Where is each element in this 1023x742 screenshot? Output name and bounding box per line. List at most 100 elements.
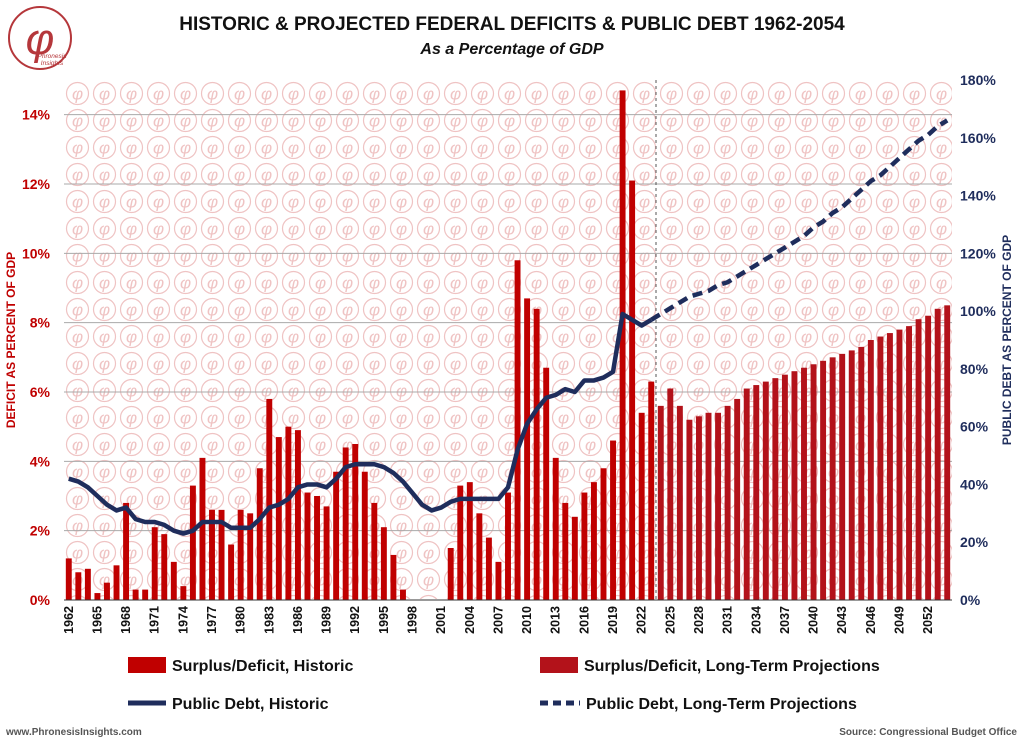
deficit-bar [562,502,569,600]
left-tick-label: 10% [22,245,51,261]
x-tick-label: 1968 [119,606,133,634]
x-tick-label: 1998 [406,606,420,634]
deficit-bar [781,374,788,600]
deficit-bar [552,457,559,600]
x-tick-label: 2040 [807,606,821,634]
deficit-bar [228,544,235,600]
x-tick-label: 2052 [921,606,935,634]
x-tick-label: 2043 [835,606,849,634]
deficit-bar [65,558,72,600]
left-tick-label: 0% [30,592,51,608]
x-tick-label: 1962 [62,606,76,634]
right-tick-label: 60% [960,419,989,435]
deficit-bars [65,90,951,601]
deficit-bar [858,346,865,600]
deficit-bar [944,305,951,600]
deficit-bar [275,437,282,600]
right-tick-label: 0% [960,592,981,608]
deficit-bar [524,298,531,600]
left-tick-label: 4% [30,453,51,469]
phronesis-logo: φ Phronesis Insights [8,6,72,70]
legend-swatch-historic-bars [128,657,166,673]
deficit-bar [724,405,731,600]
x-tick-label: 2028 [692,606,706,634]
deficit-bar [237,509,244,600]
deficit-bar [667,388,674,600]
deficit-bar [266,398,273,600]
legend: Surplus/Deficit, Historic Surplus/Defici… [128,657,880,713]
x-tick-label: 2010 [520,606,534,634]
deficit-bar [705,412,712,600]
deficit-bar [610,440,616,600]
deficit-bar [189,485,196,600]
deficit-bar [132,589,139,600]
x-tick-label: 1992 [348,606,362,634]
left-tick-label: 14% [22,107,51,123]
deficit-bar [84,568,91,600]
left-tick-label: 8% [30,315,51,331]
deficit-bar [256,468,263,600]
deficit-bar [314,496,320,600]
x-tick-label: 1971 [148,606,162,634]
deficit-bar [285,426,292,600]
legend-label-historic-bars: Surplus/Deficit, Historic [172,658,353,675]
right-tick-label: 140% [960,188,996,204]
right-axis-label: PUBLIC DEBT AS PERCENT OF GDP [1000,235,1014,445]
logo-name-line2: Insights [41,60,64,67]
right-tick-label: 120% [960,245,996,261]
logo-name-line1: Phronesis [38,53,68,60]
deficit-bar [886,333,893,600]
deficit-bar [715,412,722,600]
deficit-bar [839,353,846,600]
x-tick-label: 2013 [549,606,563,634]
deficit-bar [333,471,340,600]
deficit-bar [457,485,464,600]
logo-phi: φ [26,15,55,64]
x-tick-label: 2001 [434,606,448,634]
x-tick-label: 1983 [262,606,276,634]
deficit-bar [323,506,330,600]
right-tick-label: 100% [960,303,996,319]
deficit-bar [810,364,817,600]
left-axis-label: DEFICIT AS PERCENT OF GDP [4,252,18,428]
deficit-bar [915,319,922,600]
x-tick-label: 2007 [491,606,505,634]
right-tick-label: 160% [960,130,996,146]
x-tick-label: 1980 [234,606,248,634]
deficit-bar [352,444,359,600]
x-tick-label: 2022 [635,606,649,634]
deficit-bar [390,554,397,600]
deficit-bar [123,502,130,600]
x-tick-label: 1977 [205,606,219,634]
deficit-bar [772,378,779,600]
deficit-bar [600,468,607,600]
deficit-bar [505,492,511,600]
deficit-bar [743,388,750,600]
deficit-bar [533,308,540,600]
x-tick-label: 2049 [892,606,906,634]
deficit-bar [400,589,406,600]
x-tick-label: 2016 [577,606,591,634]
deficit-bar [104,582,110,600]
left-tick-label: 6% [30,384,51,400]
chart-subtitle: As a Percentage of GDP [419,41,604,58]
deficit-bar [867,340,874,600]
left-tick-label: 12% [22,176,51,192]
x-tick-label: 2004 [463,606,477,634]
right-tick-label: 80% [960,361,989,377]
deficit-bar [638,412,645,600]
deficit-bar [686,419,693,600]
deficit-bar [648,381,655,600]
x-tick-label: 2034 [749,606,763,634]
deficit-bar [619,90,626,601]
debt-lines [68,118,949,536]
right-tick-label: 180% [960,72,996,88]
deficit-bar [161,534,168,600]
deficit-bar [571,516,578,600]
legend-item-historic-debt: Public Debt, Historic [128,696,329,713]
deficit-bar [791,371,798,600]
deficit-bar [734,398,741,600]
deficit-bar [380,527,387,600]
legend-item-projected-bars: Surplus/Deficit, Long-Term Projections [540,657,880,675]
deficit-bar [209,509,215,600]
